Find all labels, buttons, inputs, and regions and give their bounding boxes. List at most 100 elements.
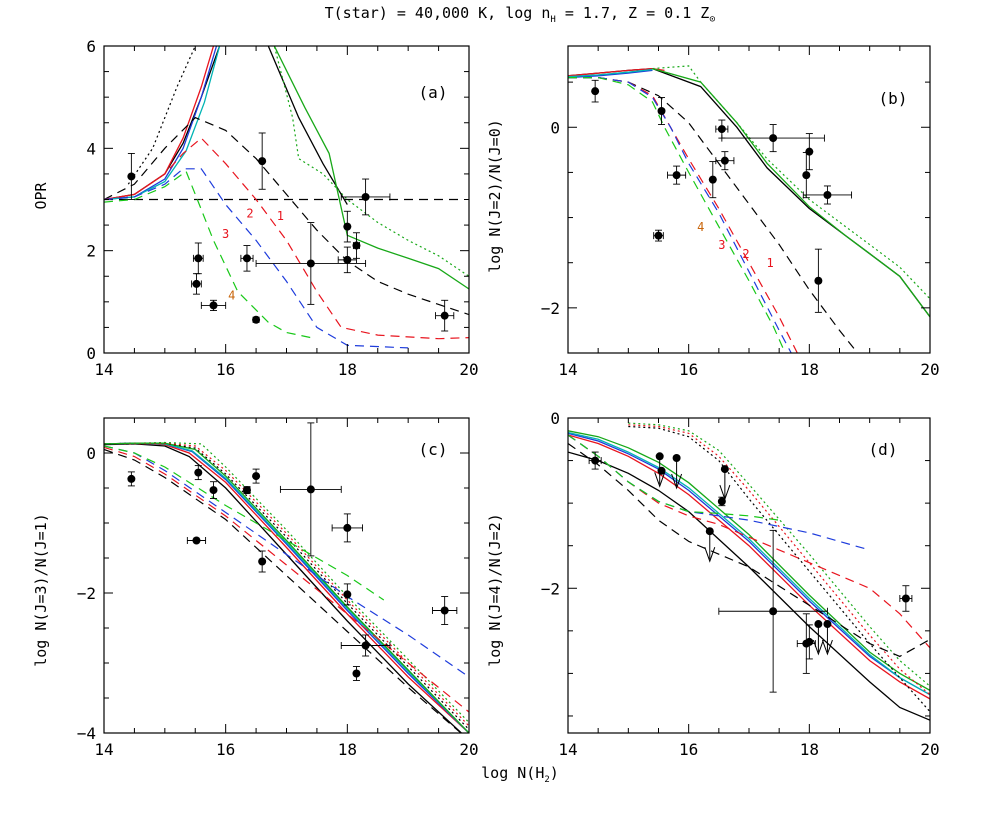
- data-point: [242, 254, 251, 263]
- model-curves: [104, 441, 469, 733]
- figure-title-rest: = 1.7, Z = 0.1 Z: [556, 4, 710, 22]
- panel-b-plot: 1 2 34 14 16 18 20 −2 0: [541, 45, 940, 379]
- panel-c-plot: 14 16 18 20 −4 −2 0: [77, 417, 479, 759]
- panel-d-plot: 14 16 18 20 −2 0: [541, 409, 940, 759]
- data-point: [769, 134, 778, 143]
- data-point: [591, 87, 600, 96]
- series-line-5: [652, 65, 930, 300]
- x-tick-label: 18: [800, 740, 819, 759]
- data-point: [343, 590, 352, 599]
- series-line-10: [104, 445, 469, 678]
- data-point: [258, 557, 267, 566]
- data-points: [588, 451, 913, 693]
- shared-xlabel-subscript: 2: [544, 775, 549, 785]
- series-line-5: [104, 442, 469, 730]
- data-point: [192, 536, 201, 545]
- data-point: [591, 456, 600, 465]
- panel-d-ylabel: log N(J=4)/N(J=2): [486, 513, 504, 667]
- upper-limit-arrowhead: [671, 473, 683, 490]
- upper-limit-arrowhead: [719, 484, 731, 501]
- data-point: [657, 107, 666, 116]
- figure-title-sun-symbol: ⊙: [709, 14, 715, 25]
- data-point: [306, 485, 315, 494]
- y-tick-label: 0: [86, 344, 96, 363]
- data-points: [127, 422, 458, 681]
- panel-a-ylabel: OPR: [32, 181, 50, 209]
- series-line-6: [104, 442, 469, 727]
- y-tick-label: −2: [77, 584, 96, 603]
- x-tick-label: 14: [94, 740, 113, 759]
- curve-label: 2: [742, 247, 749, 261]
- series-line-11: [104, 445, 385, 601]
- y-tick-label: 4: [86, 139, 96, 158]
- data-points: [127, 132, 455, 332]
- x-tick-label: 20: [459, 360, 478, 379]
- data-point: [306, 259, 315, 268]
- x-tick-label: 16: [679, 360, 698, 379]
- data-point: [814, 276, 823, 285]
- x-tick-label: 18: [338, 740, 357, 759]
- data-point: [242, 486, 251, 495]
- series-line-6: [628, 424, 930, 696]
- series-line-10: [568, 434, 870, 551]
- series-line-7: [628, 422, 930, 687]
- data-point: [352, 669, 361, 678]
- series-line-2: [104, 46, 215, 201]
- x-tick-label: 14: [558, 740, 577, 759]
- data-point: [654, 231, 663, 240]
- series-line-9: [104, 446, 469, 713]
- data-point: [720, 156, 729, 165]
- panel-b: 1 2 34 14 16 18 20 −2 0 (b) log N(J=2)/N(J=0): [486, 45, 940, 379]
- data-point: [440, 311, 449, 320]
- data-point: [127, 474, 136, 483]
- data-point: [352, 241, 361, 250]
- x-tick-label: 20: [920, 740, 939, 759]
- y-tick-label: 0: [550, 409, 560, 428]
- figure-title-subscript: H: [550, 15, 555, 25]
- data-point: [823, 190, 832, 199]
- x-tick-label: 14: [94, 360, 113, 379]
- x-tick-label: 20: [920, 360, 939, 379]
- curve-label: 4: [697, 220, 704, 234]
- x-tick-label: 16: [216, 740, 235, 759]
- panel-c-label: (c): [419, 440, 448, 459]
- series-line-0: [568, 451, 930, 721]
- shared-xlabel-end: ): [550, 764, 559, 782]
- x-tick-label: 16: [216, 360, 235, 379]
- data-point: [769, 607, 778, 616]
- data-point: [708, 175, 717, 184]
- x-tick-label: 18: [800, 360, 819, 379]
- series-line-7: [568, 76, 798, 353]
- data-point: [717, 497, 726, 506]
- data-point: [252, 472, 261, 481]
- upper-limit-arrowhead: [704, 547, 716, 563]
- series-line-8: [104, 448, 462, 733]
- y-tick-label: 0: [550, 118, 560, 137]
- upper-limit-arrowhead: [812, 639, 824, 656]
- series-line-5: [628, 425, 930, 713]
- data-point: [361, 192, 370, 201]
- series-line-7: [104, 441, 469, 723]
- panel-a: 1 2 3 4 14 16 18 20 0 2 4 6 (a) OPR: [32, 37, 479, 379]
- upper-limit-arrowhead: [654, 472, 666, 488]
- series-line-10: [104, 168, 409, 349]
- curve-label: 1: [766, 256, 773, 270]
- plot-frame: [103, 417, 470, 734]
- series-line-8: [568, 76, 792, 353]
- series-line-1: [104, 46, 348, 205]
- data-point: [343, 255, 352, 264]
- data-point: [194, 468, 203, 477]
- figure-title-main: T(star) = 40,000 K, log n: [325, 4, 551, 22]
- series-line-4: [568, 430, 930, 691]
- data-point: [252, 315, 261, 324]
- figure-title: T(star) = 40,000 K, log nH = 1.7, Z = 0.…: [325, 4, 716, 25]
- x-tick-label: 20: [459, 740, 478, 759]
- series-line-8: [568, 443, 930, 658]
- data-point: [343, 222, 352, 231]
- series-line-9: [104, 137, 469, 340]
- model-curves: [568, 65, 930, 353]
- curve-label: 4: [228, 288, 235, 302]
- plot-frame: [567, 45, 931, 354]
